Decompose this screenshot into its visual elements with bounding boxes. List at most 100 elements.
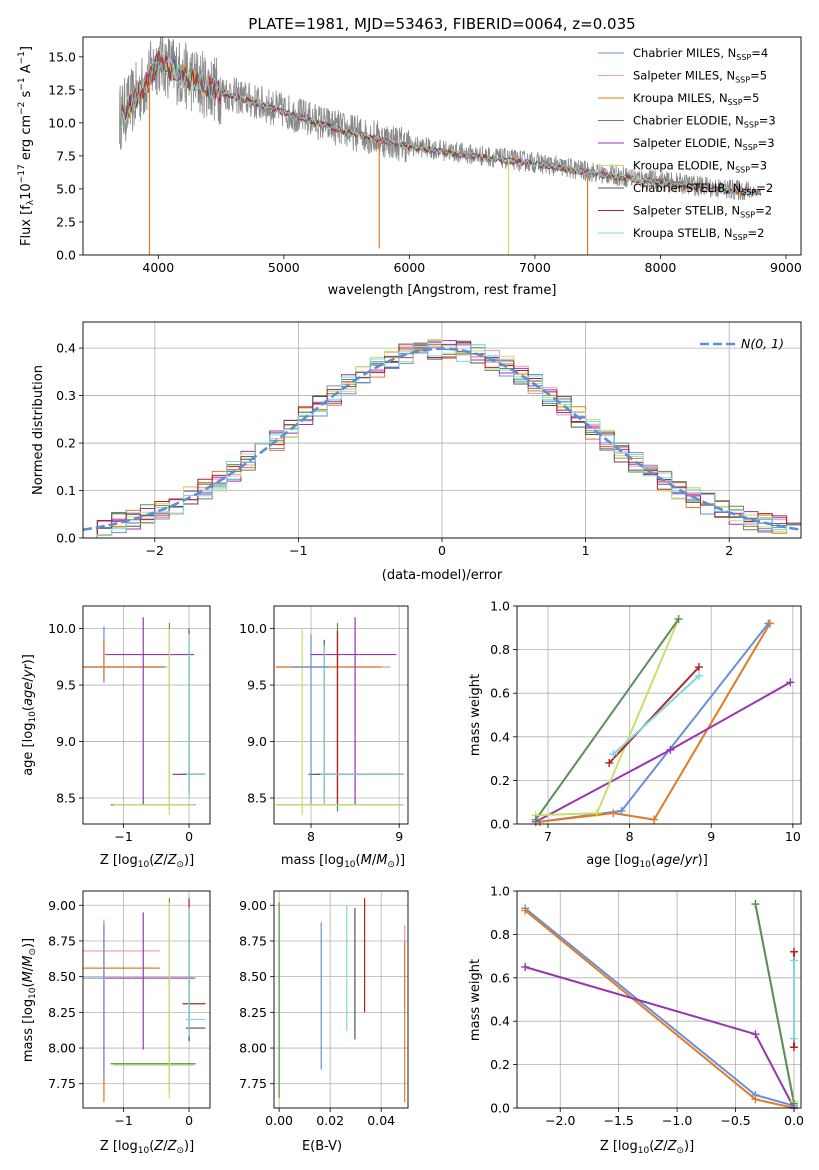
spectrum-ytick-label: 7.5 [56,148,76,163]
legend-label: Chabrier STELIB, NSSP=2 [633,181,773,197]
massweight-vs-age-series-line [539,622,771,823]
mass-vs-Z-grid [83,891,210,1108]
legend-label-sub: SSP [743,143,758,152]
mass-vs-Z-xtick-label: 0 [185,1113,193,1128]
massweight-vs-Z-xtick-label: −2.0 [545,1113,575,1128]
legend-label-name: Salpeter ELODIE, N [633,136,743,150]
residual-hist-step [83,342,801,538]
mass-vs-EBV-frame [273,890,409,1109]
residuals-axes: −2 −1 0 1 2 0.0 0.1 0.2 0.3 0.4 [56,321,802,558]
legend-label-sub: SSP [735,166,750,175]
age-vs-Z-xtick-label: 0 [185,829,193,844]
massweight-age-ylabel: mass weight [468,674,483,756]
spectrum-xtick-label: 8000 [645,260,677,275]
legend-label: Chabrier MILES, NSSP=4 [633,46,768,62]
gaussian-legend-label: N(0, 1) [741,336,784,351]
massweight-vs-Z-ytick-label: 1.0 [490,884,510,899]
legend-label-n: =2 [756,181,773,195]
legend-label-n: =3 [758,136,775,150]
mass-vs-Z-xtick-label: −1 [114,1113,132,1128]
massweight-vs-Z-ytick-label: 0.8 [490,927,510,942]
legend-label-name: Salpeter STELIB, N [633,204,740,218]
massweight-vs-age-xtick-label: 8 [626,829,634,844]
massweight-vs-Z-xtick-label: −1.0 [662,1113,692,1128]
massweight-vs-age-point-marker [666,745,675,754]
mass-vs-EBV-xtick-label: 0.00 [265,1113,293,1128]
mass-vs-Z-frame [82,890,211,1109]
massweight-vs-Z-frame [516,890,802,1109]
residuals-xtick-label: 0 [438,543,446,558]
massweight-vs-Z-point-marker [789,1043,798,1052]
age-vs-Z-ytick-label: 9.0 [56,734,76,749]
legend-label-name: Kroupa STELIB, N [633,226,733,240]
massweight-vs-age-series-line [534,618,680,821]
spectrum-model-line [120,56,762,196]
massweight-vs-age-xtick-label: 9 [707,829,715,844]
spectrum-ytick-label: 2.5 [56,214,76,229]
age-vs-Z-ytick-label: 9.5 [56,678,76,693]
age-vs-mass-ytick-label: 9.5 [247,678,267,693]
massweight-vs-Z-point-marker [521,906,530,915]
spectrum-xtick-label: 5000 [268,260,300,275]
age-vs-mass-xtick-label: 8 [307,829,315,844]
massweight-Z-ylabel: mass weight [468,959,483,1041]
age-vs-mass-xlabel: mass [log10(M/M⊙)] [281,853,405,870]
massweight-vs-Z-point-marker [751,1095,760,1104]
legend-label-sub: SSP [735,76,750,85]
massweight-vs-Z-point-marker [789,1099,798,1108]
legend-label-name: Chabrier MILES, N [633,46,736,60]
legend-label-name: Chabrier ELODIE, N [633,114,744,128]
residuals-xtick-label: 1 [582,543,590,558]
massweight-vs-Z-point-marker [521,962,530,971]
age-vs-mass-xtick-label: 9 [395,829,403,844]
age-vs-Z-axes: −1 0 8.5 9.0 9.5 10.0 [48,605,211,844]
massweight-vs-Z-point-marker [789,956,798,965]
spectrum-ytick-label: 15.0 [48,49,76,64]
massweight-vs-Z-point-marker [789,1034,798,1043]
residuals-ytick-label: 0.4 [56,341,76,356]
massweight-vs-age-point-marker [609,750,618,759]
massweight-vs-age-ytick-label: 0.2 [490,773,510,788]
age-vs-Z-xtick-label: −1 [114,829,132,844]
mass-vs-Z-ytick-label: 9.00 [48,898,76,913]
age-vs-mass-content [275,617,404,815]
spectrum-ylabel: Flux [fλ10−17 erg cm−2 s−1 A−1] [17,46,36,246]
massweight-vs-age-point-marker [674,615,683,624]
spectrum-xtick-label: 6000 [393,260,425,275]
massweight-vs-age-series-line [535,681,791,823]
massweight-vs-age-point-marker [765,619,774,628]
mass-vs-Z-ytick-label: 8.75 [48,933,76,948]
age-vs-mass-grid [274,606,408,824]
legend-label-n: =5 [743,91,760,105]
age-vs-Z-grid [83,606,210,824]
massweight-vs-age-point-marker [531,815,540,824]
mass-vs-Z-axes: −1 0 7.75 8.00 8.25 8.50 8.75 9.00 [48,890,211,1128]
spectrum-ytick-label: 0.0 [56,248,76,263]
residuals-ytick-label: 0.1 [56,483,76,498]
mass-vs-Z-content [83,898,206,1103]
massweight-vs-age-frame [516,605,802,825]
legend-label-sub: SSP [728,98,743,107]
legend-label: Salpeter MILES, NSSP=5 [633,69,767,85]
massweight-vs-Z-axes: −2.0 −1.5 −1.0 −0.5 0.0 0.0 0.2 0.4 0.6 0.8 1.0 [490,884,804,1129]
spectrum-ytick-label: 10.0 [48,115,76,130]
residuals-xtick-label: 2 [725,543,733,558]
legend-label-name: Kroupa ELODIE, N [633,159,735,173]
mass-vs-Z-ylabel: mass [log10(M/M⊙)] [21,938,38,1062]
mass-vs-EBV-ytick-label: 8.00 [239,1041,267,1056]
mass-vs-EBV-ytick-label: 7.75 [239,1076,267,1091]
massweight-vs-age-point-marker [694,671,703,680]
spectrum-title: PLATE=1981, MJD=53463, FIBERID=0064, z=0… [248,15,635,33]
massweight-vs-age-point-marker [694,663,703,672]
legend-label-name: Kroupa MILES, N [633,91,728,105]
plot-area: 4000 5000 6000 7000 8000 90000.02.55.07.510.0… [48,36,804,1129]
legend-label: Salpeter STELIB, NSSP=2 [633,204,772,220]
residuals-xtick-label: −1 [289,543,307,558]
massweight-vs-age-ytick-label: 0.0 [490,817,510,832]
age-vs-mass-frame [273,605,409,825]
massweight-vs-age-point-marker [605,758,614,767]
residuals-ytick-label: 0.2 [56,436,76,451]
mass-vs-Z-ytick-label: 8.00 [48,1041,76,1056]
massweight-vs-Z-point-marker [751,1030,760,1039]
spectrum-legend: Chabrier MILES, NSSP=4 Salpeter MILES, NS… [598,46,776,242]
